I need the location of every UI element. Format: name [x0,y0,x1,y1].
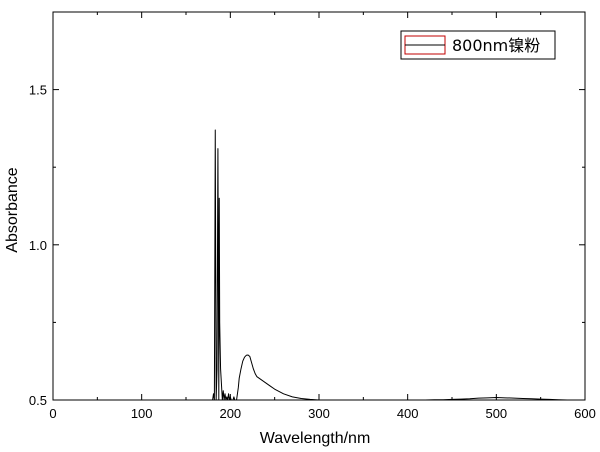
x-tick-label: 400 [397,406,419,421]
y-tick-label: 0.5 [29,393,47,408]
plot-frame [52,11,586,401]
y-tick-label: 1.0 [29,238,47,253]
plot-border [52,11,586,401]
x-tick-label: 200 [219,406,241,421]
legend: 800nm镍粉 [400,30,556,60]
x-tick-label: 0 [49,406,56,421]
x-tick-label: 600 [574,406,596,421]
x-tick-label: 100 [131,406,153,421]
y-axis-title: Absorbance [4,167,21,252]
y-axis: 0.5 1.0 1.5 [29,83,585,408]
x-tick-label: 500 [485,406,507,421]
series-layer [212,129,568,401]
y-tick-label: 1.5 [29,83,47,98]
x-tick-label: 300 [308,406,330,421]
legend-label: 800nm镍粉 [452,36,540,55]
x-axis-title: Wavelength/nm [260,430,371,447]
series-line [212,129,568,401]
x-axis: 0 100 200 300 400 500 600 [49,12,596,421]
